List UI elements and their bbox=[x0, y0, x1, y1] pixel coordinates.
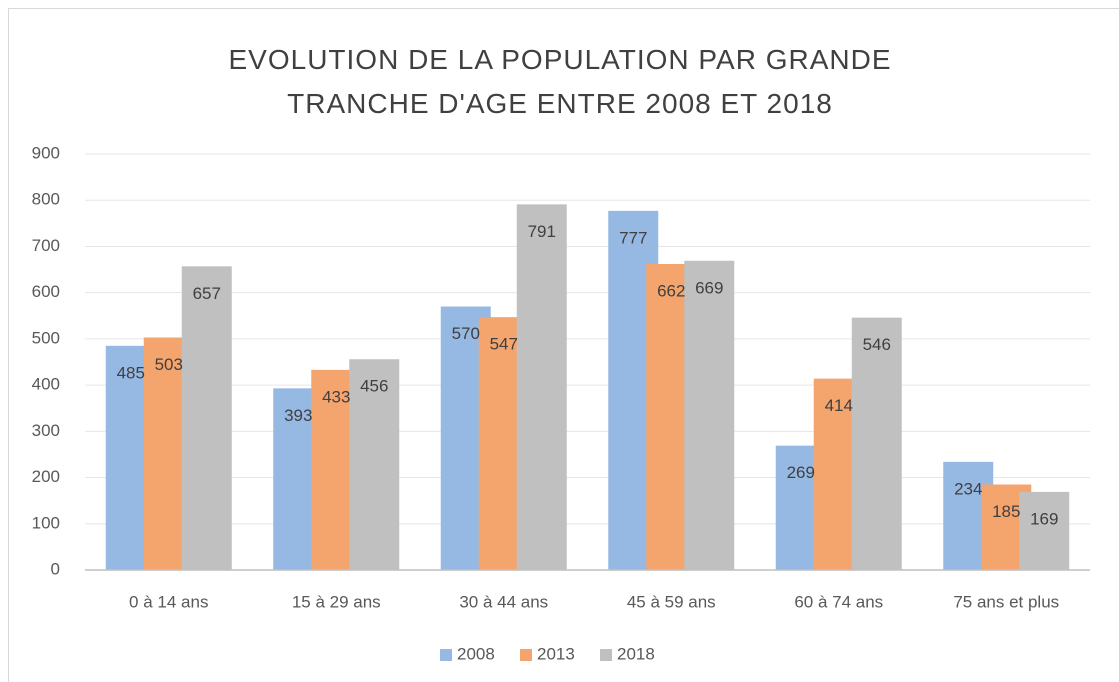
data-label: 433 bbox=[322, 387, 350, 406]
chart-border bbox=[8, 8, 1119, 682]
data-label: 414 bbox=[825, 396, 853, 415]
data-label: 546 bbox=[863, 335, 891, 354]
data-label: 169 bbox=[1030, 509, 1058, 528]
y-tick-label: 0 bbox=[51, 559, 60, 578]
data-label: 234 bbox=[954, 479, 982, 498]
data-label: 503 bbox=[155, 355, 183, 374]
bar bbox=[349, 359, 400, 570]
y-tick-label: 500 bbox=[32, 328, 60, 347]
data-label: 547 bbox=[490, 335, 518, 354]
chart-title: EVOLUTION DE LA POPULATION PAR GRANDE TR… bbox=[228, 44, 892, 119]
y-tick-label: 800 bbox=[32, 190, 60, 209]
data-label: 393 bbox=[284, 406, 312, 425]
data-label: 485 bbox=[117, 363, 145, 382]
data-label: 456 bbox=[360, 377, 388, 396]
bar bbox=[684, 260, 735, 570]
legend-swatch bbox=[440, 649, 452, 661]
x-tick-label: 30 à 44 ans bbox=[459, 592, 548, 611]
legend-label: 2008 bbox=[457, 644, 495, 663]
y-tick-label: 900 bbox=[32, 143, 60, 162]
y-tick-label: 600 bbox=[32, 282, 60, 301]
y-tick-label: 700 bbox=[32, 236, 60, 255]
bar bbox=[1019, 491, 1070, 570]
data-label: 185 bbox=[992, 502, 1020, 521]
data-label: 777 bbox=[619, 228, 647, 247]
data-label: 791 bbox=[528, 222, 556, 241]
data-label: 657 bbox=[193, 284, 221, 303]
legend-swatch bbox=[600, 649, 612, 661]
data-label: 269 bbox=[787, 463, 815, 482]
bar bbox=[851, 317, 902, 570]
y-tick-label: 200 bbox=[32, 467, 60, 486]
y-tick-label: 400 bbox=[32, 375, 60, 394]
legend-swatch bbox=[520, 649, 532, 661]
bar bbox=[516, 204, 567, 571]
y-tick-label: 300 bbox=[32, 421, 60, 440]
data-label: 662 bbox=[657, 281, 685, 300]
legend-label: 2018 bbox=[617, 644, 655, 663]
x-tick-label: 75 ans et plus bbox=[953, 592, 1059, 611]
data-label: 570 bbox=[452, 324, 480, 343]
bar bbox=[181, 266, 232, 570]
x-tick-label: 60 à 74 ans bbox=[794, 592, 883, 611]
legend-label: 2013 bbox=[537, 644, 575, 663]
x-tick-label: 15 à 29 ans bbox=[292, 592, 381, 611]
data-label: 669 bbox=[695, 278, 723, 297]
x-tick-label: 45 à 59 ans bbox=[627, 592, 716, 611]
y-tick-label: 100 bbox=[32, 513, 60, 532]
x-tick-label: 0 à 14 ans bbox=[129, 592, 208, 611]
